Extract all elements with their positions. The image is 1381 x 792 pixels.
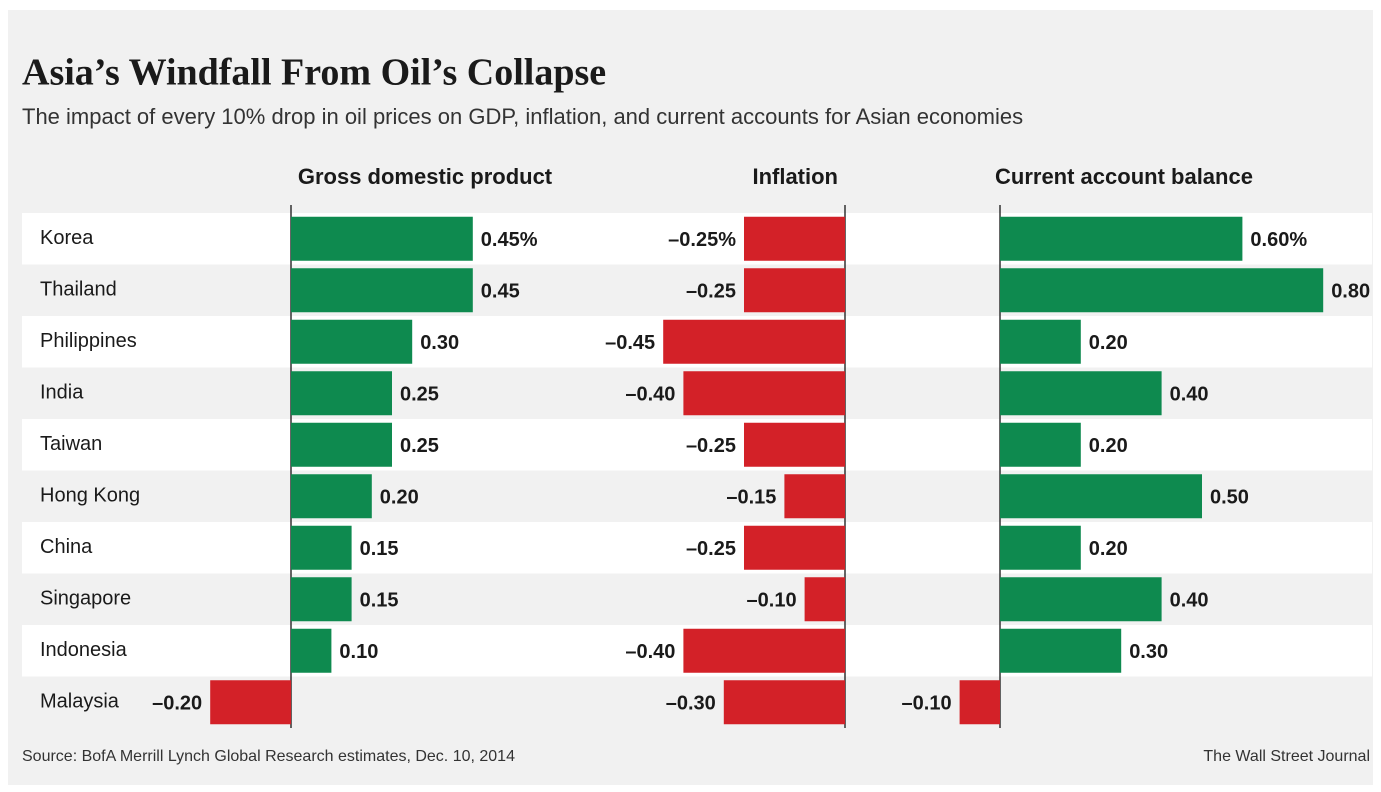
source: Source: BofA Merrill Lynch Global Resear… bbox=[22, 748, 515, 765]
bar bbox=[1000, 319, 1081, 364]
chart-title: Asia’s Windfall From Oil’s Collapse bbox=[22, 52, 606, 94]
value-label: 0.30 bbox=[1129, 641, 1168, 663]
value-label: 0.20 bbox=[1089, 435, 1128, 457]
bar bbox=[744, 525, 845, 570]
bar bbox=[1000, 268, 1324, 313]
bar bbox=[291, 268, 473, 313]
value-label: 0.20 bbox=[380, 487, 419, 509]
bar bbox=[291, 474, 372, 519]
bar bbox=[1000, 577, 1162, 622]
bar bbox=[1000, 371, 1162, 416]
bar bbox=[291, 216, 473, 261]
category-label: China bbox=[40, 536, 93, 558]
bar bbox=[804, 577, 845, 622]
row-stripe bbox=[22, 522, 1372, 574]
category-label: Singapore bbox=[40, 588, 131, 610]
bar bbox=[291, 628, 332, 673]
category-label: Philippines bbox=[40, 330, 137, 352]
category-label: India bbox=[40, 382, 84, 404]
value-label: –0.40 bbox=[625, 384, 675, 406]
value-label: –0.20 bbox=[152, 693, 202, 715]
value-label: 0.25 bbox=[400, 435, 439, 457]
bar bbox=[1000, 628, 1122, 673]
bar bbox=[291, 525, 352, 570]
category-label: Malaysia bbox=[40, 691, 120, 713]
value-label: –0.25 bbox=[686, 281, 736, 303]
bar bbox=[683, 628, 845, 673]
bar bbox=[744, 422, 845, 467]
bar bbox=[723, 680, 845, 725]
panel-heading: Gross domestic product bbox=[298, 164, 553, 189]
value-label: 0.10 bbox=[339, 641, 378, 663]
category-label: Taiwan bbox=[40, 433, 102, 455]
value-label: –0.25 bbox=[686, 435, 736, 457]
value-label: –0.40 bbox=[625, 641, 675, 663]
bar bbox=[291, 319, 413, 364]
bar bbox=[291, 577, 352, 622]
value-label: –0.10 bbox=[747, 590, 797, 612]
row-stripe bbox=[22, 419, 1372, 471]
bar bbox=[1000, 422, 1081, 467]
bar bbox=[1000, 216, 1243, 261]
value-label: 0.25 bbox=[400, 384, 439, 406]
value-label: 0.15 bbox=[360, 590, 399, 612]
value-label: –0.15 bbox=[726, 487, 776, 509]
bar bbox=[291, 422, 392, 467]
category-label: Indonesia bbox=[40, 639, 128, 661]
value-label: –0.10 bbox=[902, 693, 952, 715]
value-label: 0.50 bbox=[1210, 487, 1249, 509]
credit: The Wall Street Journal bbox=[1203, 748, 1370, 765]
bar bbox=[959, 680, 1000, 725]
value-label: 0.80 bbox=[1331, 281, 1370, 303]
value-label: –0.45 bbox=[605, 332, 655, 354]
category-label: Thailand bbox=[40, 279, 117, 301]
value-label: 0.40 bbox=[1170, 384, 1209, 406]
bar bbox=[663, 319, 845, 364]
value-label: 0.45% bbox=[481, 229, 538, 251]
bar bbox=[291, 371, 392, 416]
bar bbox=[784, 474, 845, 519]
category-label: Hong Kong bbox=[40, 485, 140, 507]
value-label: 0.60% bbox=[1250, 229, 1307, 251]
value-label: 0.45 bbox=[481, 281, 520, 303]
bar bbox=[1000, 525, 1081, 570]
bar bbox=[683, 371, 845, 416]
value-label: 0.40 bbox=[1170, 590, 1209, 612]
category-label: Korea bbox=[40, 227, 94, 249]
panel-heading: Inflation bbox=[752, 164, 838, 189]
value-label: –0.25 bbox=[686, 538, 736, 560]
chart-subtitle: The impact of every 10% drop in oil pric… bbox=[22, 104, 1023, 129]
value-label: –0.30 bbox=[666, 693, 716, 715]
bar bbox=[1000, 474, 1202, 519]
value-label: –0.25% bbox=[668, 229, 736, 251]
panel-heading: Current account balance bbox=[995, 164, 1253, 189]
value-label: 0.30 bbox=[420, 332, 459, 354]
bar bbox=[744, 268, 845, 313]
value-label: 0.15 bbox=[360, 538, 399, 560]
bar bbox=[744, 216, 845, 261]
marks: Gross domestic product 0.45% 0.45 0.30 0.25 0… bbox=[152, 164, 1370, 728]
value-label: 0.20 bbox=[1089, 332, 1128, 354]
value-label: 0.20 bbox=[1089, 538, 1128, 560]
bar bbox=[210, 680, 291, 725]
